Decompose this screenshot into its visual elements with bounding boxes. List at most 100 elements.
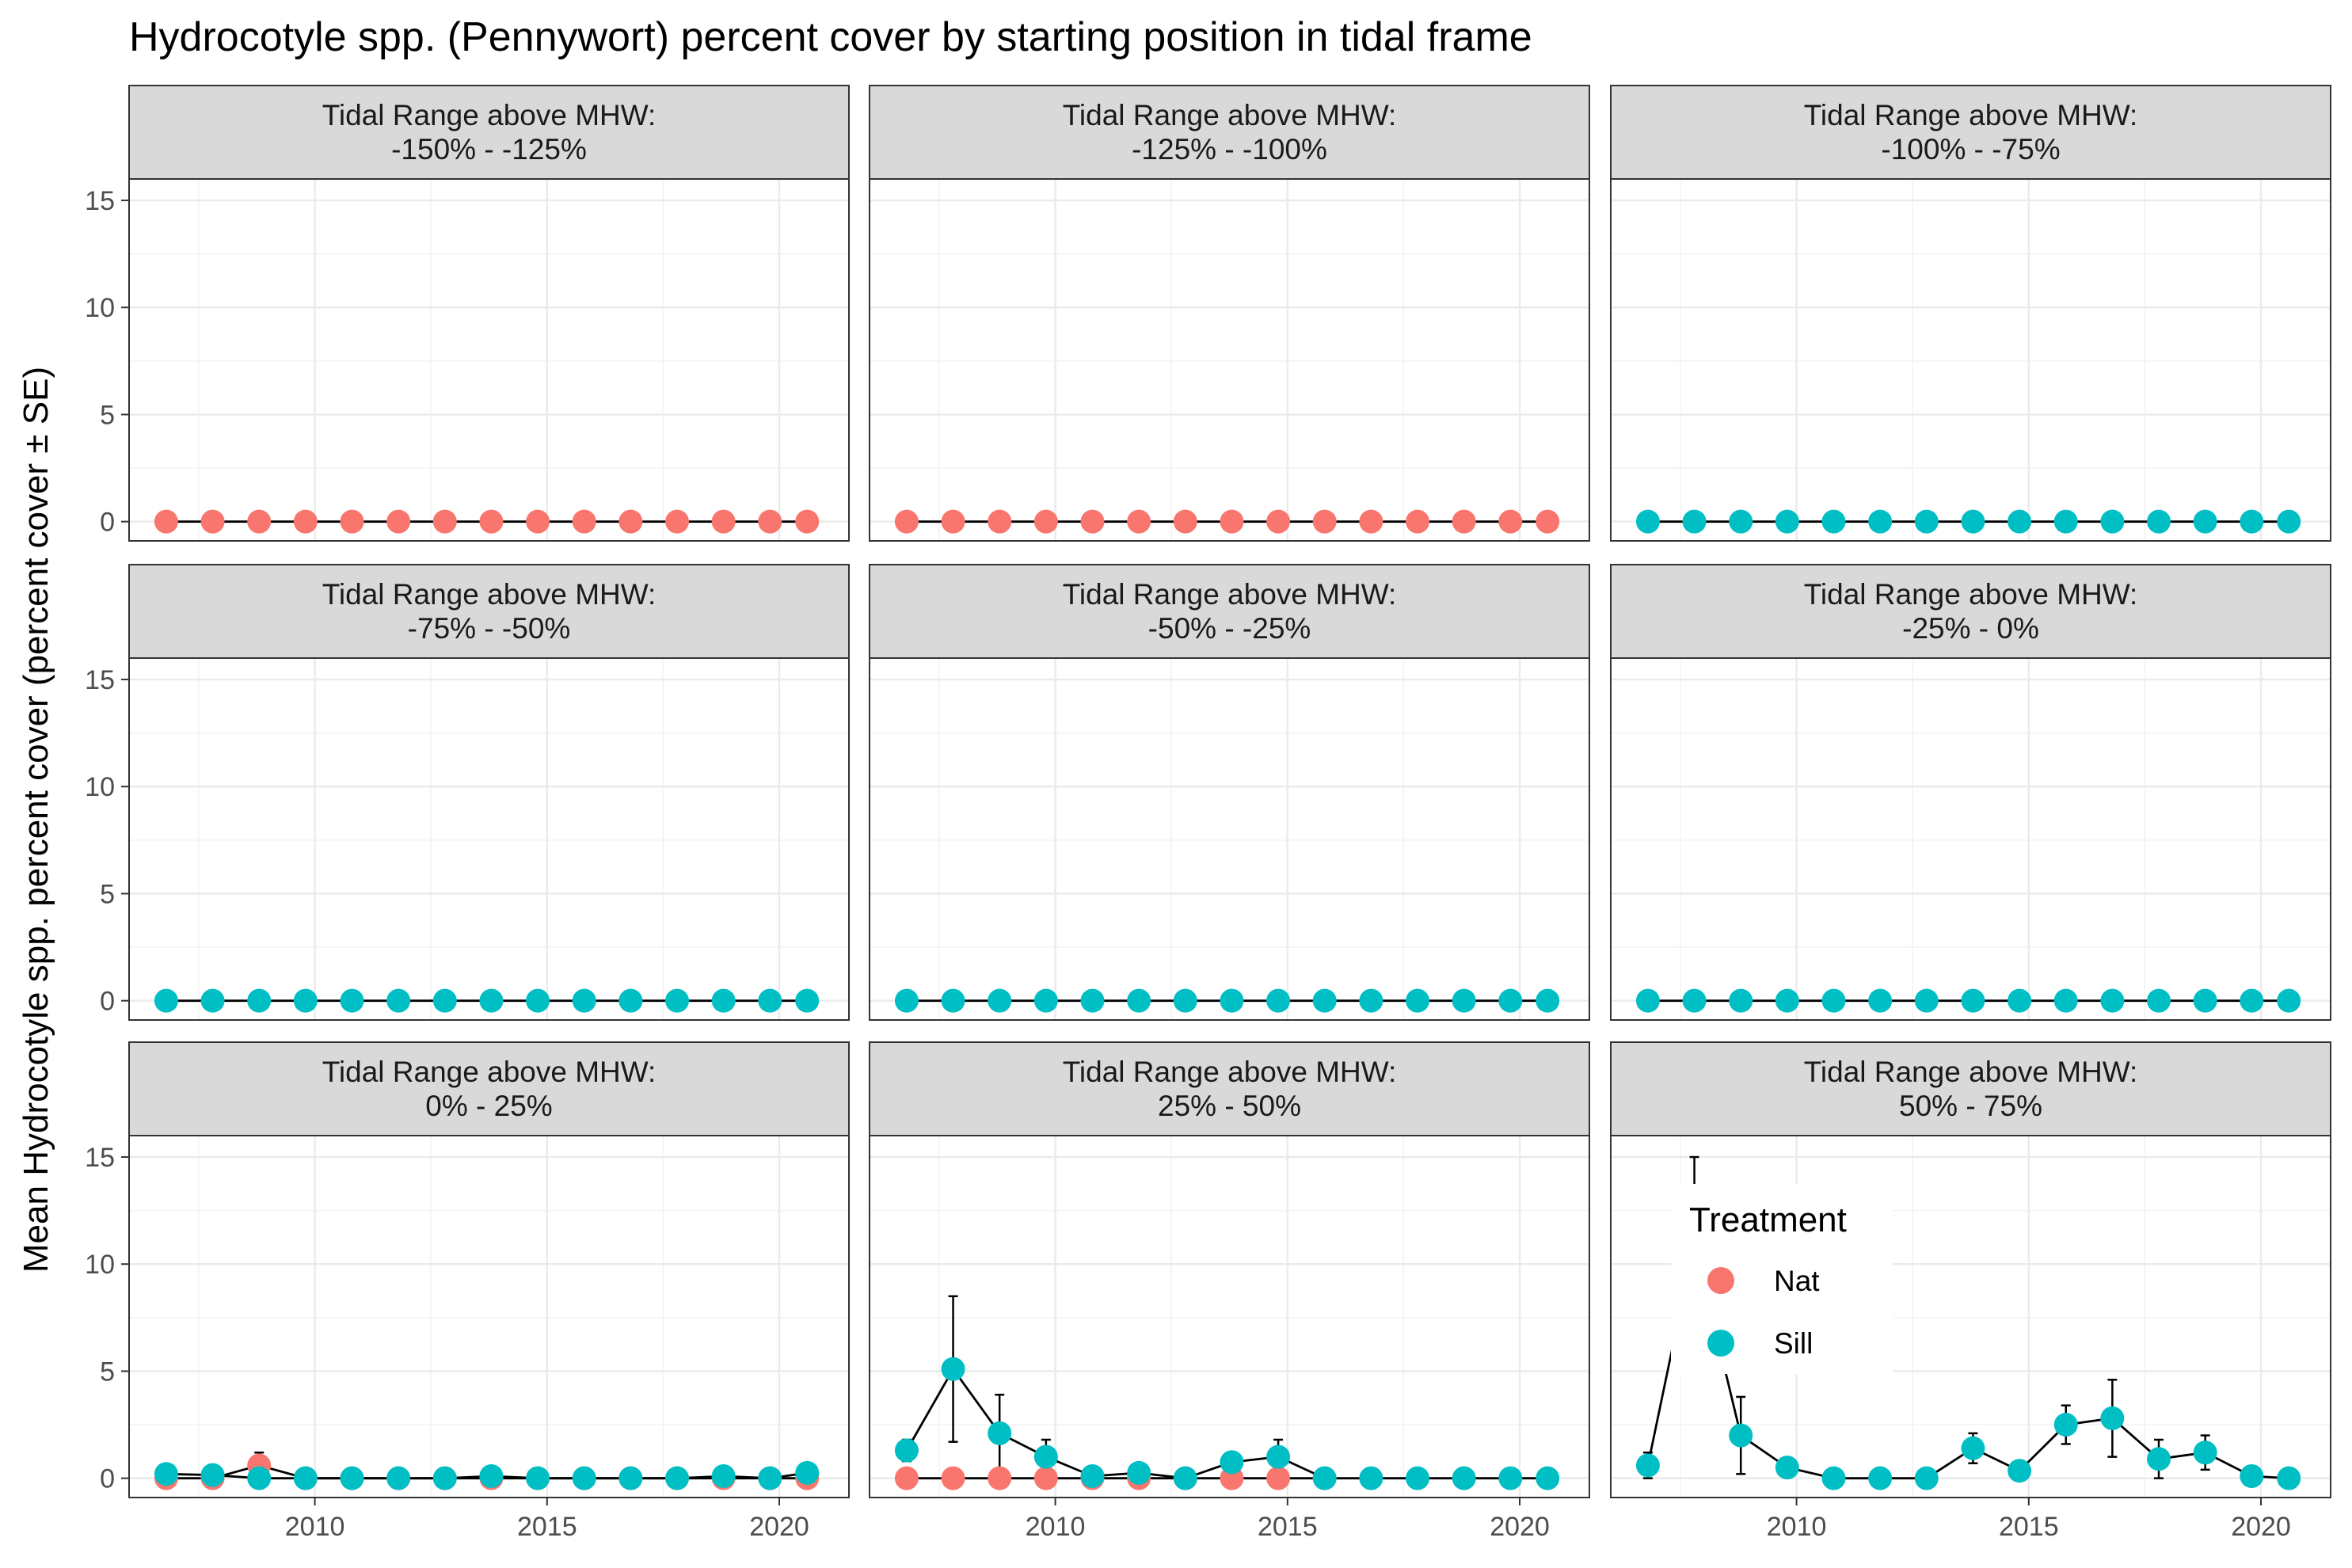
strip-label-line1: Tidal Range above MHW: <box>322 578 657 611</box>
data-point <box>2053 1413 2078 1437</box>
strip-label-line1: Tidal Range above MHW: <box>1063 578 1397 611</box>
data-point <box>2240 509 2264 534</box>
data-point <box>247 1466 272 1490</box>
y-axis-label: Mean Hydrocotyle spp. percent cover (per… <box>17 367 55 1273</box>
strip-label-range: -75% - -50% <box>408 612 571 645</box>
data-point <box>1635 988 1660 1013</box>
data-point <box>1961 1436 1985 1460</box>
plot-background <box>129 1136 849 1498</box>
data-point <box>1452 988 1476 1013</box>
panel: Tidal Range above MHW:0% - 25% 0 5 10 15 2010… <box>85 1041 850 1542</box>
data-point <box>1868 509 1893 534</box>
panel-strip <box>128 1041 850 1136</box>
strip-label-line1: Tidal Range above MHW: <box>1804 578 2138 611</box>
data-point <box>1266 1466 1291 1490</box>
data-point <box>2240 1463 2264 1488</box>
data-point <box>386 1466 411 1490</box>
strip-label-range: -125% - -100% <box>1132 133 1327 166</box>
y-tick-label: 0 <box>100 1464 115 1494</box>
data-point <box>1536 1466 1560 1490</box>
legend-label: Sill <box>1774 1327 1813 1360</box>
data-point <box>1312 509 1337 534</box>
data-point <box>1312 1466 1337 1490</box>
panel: Tidal Range above MHW:-50% - -25% <box>869 564 1590 1021</box>
data-point <box>572 988 596 1013</box>
y-tick-label: 15 <box>85 186 115 216</box>
data-point <box>2053 509 2078 534</box>
data-point <box>526 988 550 1013</box>
data-point <box>200 988 225 1013</box>
data-point <box>1452 1466 1476 1490</box>
data-point <box>1173 988 1197 1013</box>
strip-label-range: 0% - 25% <box>425 1090 552 1122</box>
x-tick-label: 2020 <box>2231 1512 2291 1542</box>
data-point <box>1635 509 1660 534</box>
chart-title: Hydrocotyle spp. (Pennywort) percent cov… <box>129 14 1532 60</box>
data-point <box>2147 1447 2171 1471</box>
data-point <box>795 509 820 534</box>
data-point <box>1033 988 1058 1013</box>
panel: Tidal Range above MHW:-75% - -50% 0 5 10 15 <box>85 564 850 1021</box>
y-tick-label: 0 <box>100 508 115 538</box>
data-point <box>2100 1406 2125 1430</box>
x-tick-label: 2020 <box>749 1512 809 1542</box>
data-point <box>665 1466 690 1490</box>
data-point <box>1359 509 1383 534</box>
data-point <box>711 988 736 1013</box>
y-tick-label: 5 <box>100 879 115 909</box>
panel-border <box>1610 178 2331 542</box>
data-point <box>200 509 225 534</box>
data-point <box>1682 988 1707 1013</box>
data-point <box>711 509 736 534</box>
x-tick-label: 2010 <box>1767 1512 1827 1542</box>
data-point <box>1220 988 1244 1013</box>
panel-border <box>869 1135 1590 1498</box>
panel-strip <box>1610 85 2331 180</box>
data-point <box>758 1466 782 1490</box>
panel-border <box>128 178 850 542</box>
data-point <box>1914 1466 1939 1490</box>
data-point <box>1868 988 1893 1013</box>
x-tick-label: 2010 <box>1026 1512 1086 1542</box>
data-point <box>2277 988 2301 1013</box>
data-point <box>2147 988 2171 1013</box>
data-point <box>988 988 1012 1013</box>
panel-strip <box>869 564 1590 659</box>
legend-key <box>1707 1330 1734 1357</box>
strip-label-line1: Tidal Range above MHW: <box>1063 99 1397 131</box>
data-point <box>1312 988 1337 1013</box>
x-tick-label: 2020 <box>1490 1512 1550 1542</box>
plot-background <box>129 179 849 541</box>
data-point <box>2053 988 2078 1013</box>
data-point <box>894 988 919 1013</box>
data-point <box>2277 509 2301 534</box>
data-point <box>618 509 643 534</box>
plot-background <box>870 179 1589 541</box>
panel: Tidal Range above MHW:-150% - -125% 0 5 10 1… <box>85 85 850 542</box>
panel-border <box>128 1135 850 1498</box>
legend: Treatment Nat Sill <box>1671 1184 1893 1374</box>
data-point <box>526 1466 550 1490</box>
data-point <box>2277 1466 2301 1490</box>
panel-strip <box>869 85 1590 180</box>
data-point <box>2193 988 2217 1013</box>
data-point <box>1033 509 1058 534</box>
strip-label-range: 25% - 50% <box>1158 1090 1301 1122</box>
panel-border <box>1610 1135 2331 1498</box>
data-point <box>340 988 364 1013</box>
data-point <box>2100 509 2125 534</box>
data-point <box>154 988 178 1013</box>
data-point <box>2193 509 2217 534</box>
data-point <box>1266 509 1291 534</box>
data-point <box>618 1466 643 1490</box>
data-point <box>1033 1444 1058 1469</box>
plot-background <box>870 658 1589 1020</box>
panel-strip <box>1610 564 2331 659</box>
data-point <box>1775 509 1799 534</box>
data-point <box>432 988 457 1013</box>
y-tick-label: 15 <box>85 665 115 695</box>
data-point <box>1536 509 1560 534</box>
x-tick-label: 2015 <box>1999 1512 2059 1542</box>
data-point <box>1775 988 1799 1013</box>
x-tick-label: 2015 <box>517 1512 577 1542</box>
